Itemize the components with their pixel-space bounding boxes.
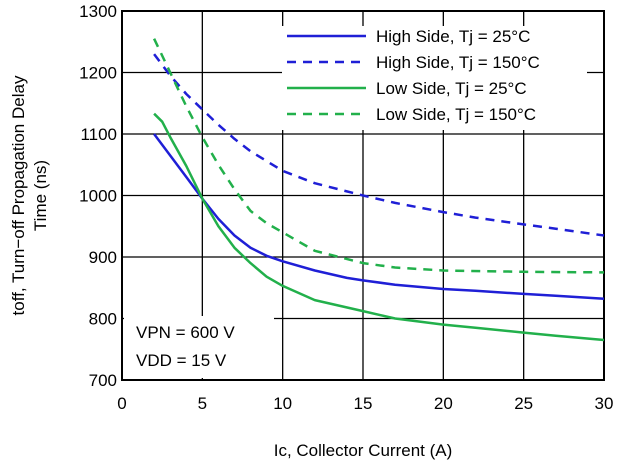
series-line-4	[152, 38, 605, 274]
y-axis-title-line-2: Time (ns)	[31, 160, 50, 231]
y-tick-labels: 700 800 900 1000 1100 1200 1300	[79, 2, 117, 390]
x-tick-label: 15	[354, 394, 373, 413]
y-tick-label: 700	[89, 371, 117, 390]
y-tick-label: 1300	[79, 2, 117, 21]
legend-label-1: High Side, Tj = 25°C	[376, 27, 530, 46]
x-tick-labels: 0 5 10 15 20 25 30	[117, 394, 613, 413]
x-tick-label: 10	[273, 394, 292, 413]
legend: High Side, Tj = 25°C High Side, Tj = 150°…	[282, 26, 587, 130]
legend-background	[282, 26, 587, 130]
annotation-vdd: VDD = 15 V	[136, 351, 227, 370]
series-line-1	[153, 133, 605, 301]
y-axis-title-line-1: toff, Turn−off Propagation Delay	[9, 75, 28, 315]
annotation-vpn: VPN = 600 V	[136, 323, 235, 342]
legend-label-2: High Side, Tj = 150°C	[376, 53, 540, 72]
conditions-box: VPN = 600 V VDD = 15 V	[124, 316, 274, 378]
x-tick-label: 25	[514, 394, 533, 413]
y-tick-label: 1000	[79, 187, 117, 206]
legend-label-4: Low Side, Tj = 150°C	[376, 105, 536, 124]
x-tick-label: 5	[198, 394, 207, 413]
y-tick-label: 1200	[79, 64, 117, 83]
series-lines	[152, 38, 605, 342]
x-tick-label: 30	[595, 394, 614, 413]
x-tick-label: 20	[434, 394, 453, 413]
series-line-2	[153, 53, 605, 237]
plot-frame	[121, 10, 605, 381]
x-tick-label: 0	[117, 394, 126, 413]
conditions-background	[124, 316, 274, 378]
y-tick-label: 1100	[80, 125, 117, 144]
series-line-3	[153, 112, 605, 342]
y-tick-label: 900	[89, 248, 117, 267]
legend-label-3: Low Side, Tj = 25°C	[376, 79, 527, 98]
y-tick-label: 800	[89, 310, 117, 329]
x-axis-title: Ic, Collector Current (A)	[274, 441, 453, 460]
